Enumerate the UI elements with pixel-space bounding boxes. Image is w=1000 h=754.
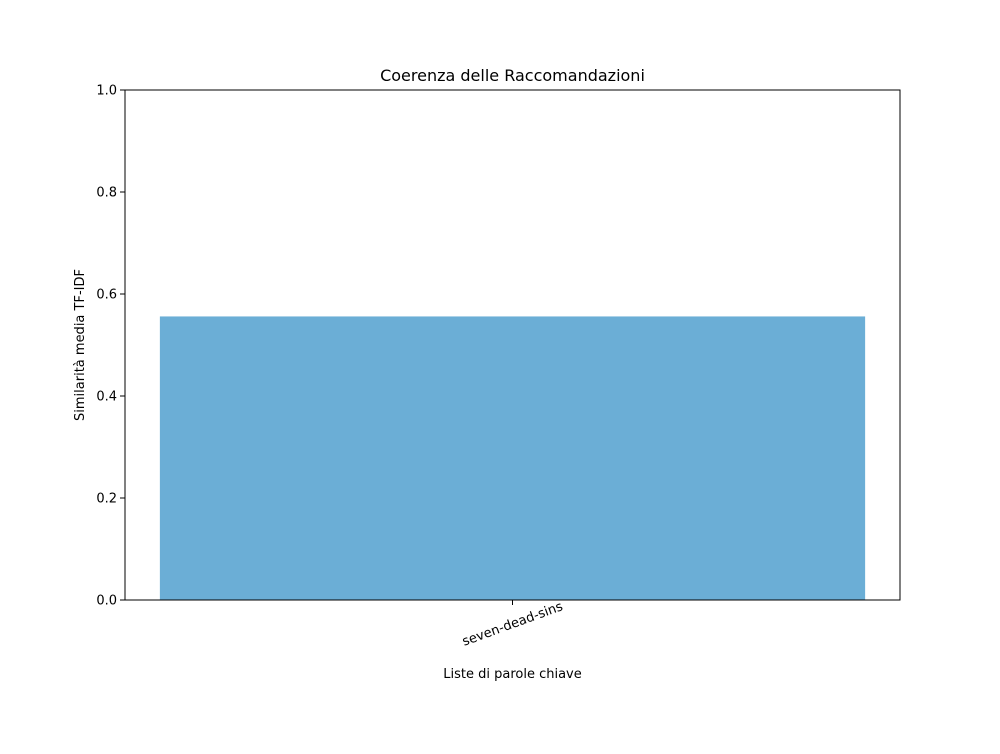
chart-title: Coerenza delle Raccomandazioni [380, 66, 645, 85]
y-tick-label: 0.8 [96, 186, 117, 201]
bars-layer [159, 316, 866, 600]
x-axis-label: Liste di parole chiave [443, 667, 581, 682]
y-tick-label: 1.0 [96, 84, 117, 99]
y-tick-label: 0.2 [96, 492, 117, 507]
y-axis-ticks: 0.0 0.2 0.4 0.6 0.8 1.0 [96, 84, 125, 609]
y-tick-label: 0.0 [96, 594, 117, 609]
plot-area-frame [124, 89, 901, 601]
y-tick-label: 0.4 [96, 390, 117, 405]
bar-seven-dead-sins [159, 316, 866, 600]
y-tick-label: 0.6 [96, 288, 117, 303]
y-axis-label: Similarità media TF-IDF [73, 269, 88, 421]
